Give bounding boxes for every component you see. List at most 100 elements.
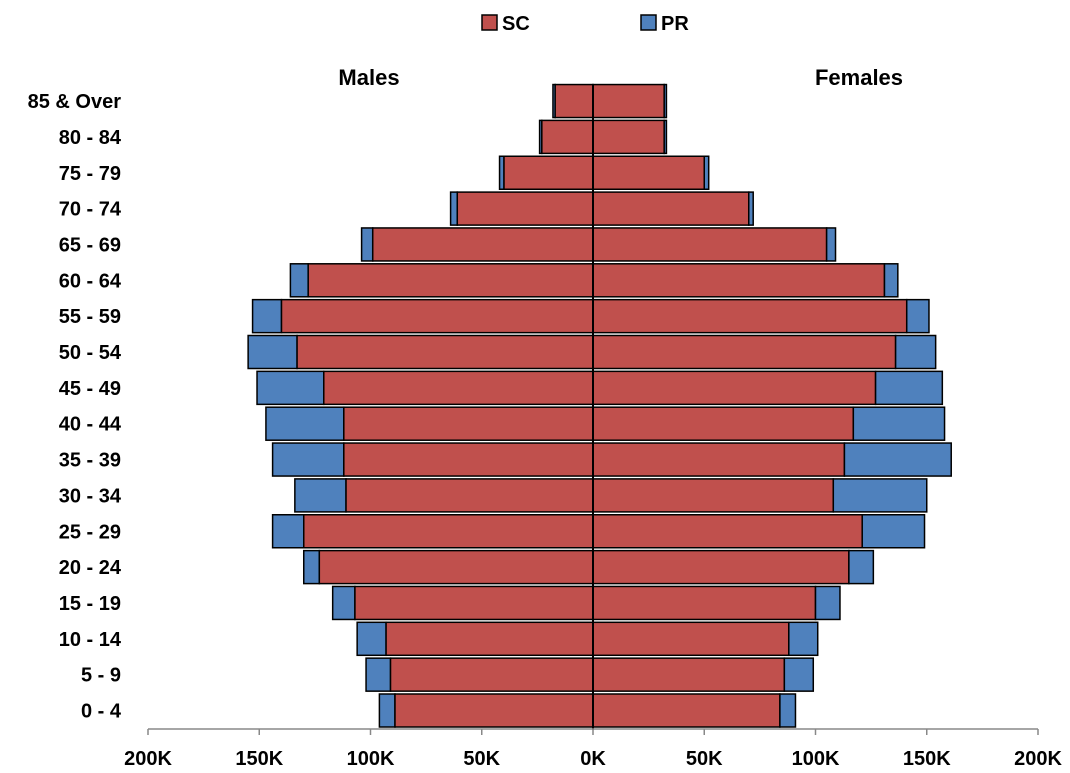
bar-females-sc-9	[592, 370, 877, 406]
legend-label-sc: SC	[502, 13, 530, 35]
bar-females-pr-4	[848, 549, 875, 585]
bar-males-pr-8	[265, 406, 345, 441]
bar-females-sc-12	[592, 263, 886, 298]
age-group-label: 25 - 29	[59, 521, 121, 543]
bar-females-sc-11	[592, 298, 908, 334]
bar-females-pr-7	[843, 442, 952, 477]
x-tick-label: 0K	[580, 748, 606, 770]
x-tick-label: 150K	[235, 748, 283, 770]
bar-males-pr-13	[360, 227, 374, 262]
bar-males-sc-9	[323, 370, 594, 406]
bar-males-pr-10	[247, 334, 298, 370]
bar-females-sc-7	[592, 442, 846, 477]
bar-females-pr-15	[703, 155, 710, 190]
bar-males-sc-16	[541, 119, 594, 155]
age-group-label: 75 - 79	[59, 163, 121, 185]
x-tick-label: 100K	[792, 748, 840, 770]
bar-females-sc-4	[592, 549, 850, 585]
bar-males-sc-1	[389, 657, 594, 692]
bar-males-sc-12	[307, 263, 594, 298]
bar-females-pr-16	[663, 119, 668, 155]
age-group-label: 65 - 69	[59, 234, 121, 256]
bar-females-sc-13	[592, 227, 828, 262]
age-group-label: 60 - 64	[59, 270, 122, 292]
bars-group	[247, 83, 952, 730]
age-group-label: 85 & Over	[28, 91, 122, 113]
bar-males-pr-7	[271, 442, 345, 477]
bar-males-pr-14	[449, 191, 459, 226]
age-group-label: 55 - 59	[59, 306, 121, 328]
bar-males-pr-9	[256, 370, 325, 406]
bar-females-pr-8	[852, 406, 946, 441]
bar-females-pr-0	[779, 693, 797, 728]
bar-males-pr-2	[356, 621, 387, 657]
bar-males-sc-8	[343, 406, 594, 441]
legend-label-pr: PR	[661, 13, 689, 35]
x-tick-label: 100K	[347, 748, 395, 770]
age-group-label: 70 - 74	[59, 199, 122, 221]
age-group-label: 5 - 9	[81, 665, 121, 687]
x-axis: 200K 150K 100K 50K 0K 50K 100K 150K 200K	[124, 728, 1062, 770]
bar-males-sc-7	[343, 442, 594, 477]
age-group-label: 0 - 4	[81, 701, 122, 723]
x-tick-label: 150K	[903, 748, 951, 770]
bar-females-pr-9	[874, 370, 944, 406]
x-tick-label: 200K	[1014, 748, 1062, 770]
females-label: Females	[815, 65, 903, 90]
age-group-label: 20 - 24	[59, 557, 122, 579]
age-group-label: 30 - 34	[59, 485, 122, 507]
bar-males-pr-4	[303, 549, 321, 585]
bar-males-sc-0	[394, 693, 594, 728]
bar-males-pr-5	[271, 514, 305, 549]
age-group-label: 50 - 54	[59, 342, 122, 364]
bar-males-sc-2	[385, 621, 594, 657]
bar-males-sc-10	[296, 334, 594, 370]
bar-males-sc-14	[456, 191, 594, 226]
bar-males-sc-4	[318, 549, 594, 585]
bar-females-sc-8	[592, 406, 855, 441]
x-tick-label: 50K	[463, 748, 500, 770]
legend-swatch-pr	[640, 14, 657, 31]
age-group-label: 45 - 49	[59, 378, 121, 400]
bar-females-sc-0	[592, 693, 781, 728]
bar-females-pr-5	[861, 514, 926, 549]
bar-females-pr-1	[783, 657, 815, 692]
bar-females-sc-6	[592, 478, 835, 513]
bar-males-pr-0	[378, 693, 396, 728]
legend: SC PR	[481, 13, 689, 35]
bar-females-pr-14	[748, 191, 754, 226]
age-group-labels: 0 - 4 5 - 9 10 - 14 15 - 19 20 - 24 25 - 29 30…	[28, 91, 122, 722]
bar-males-sc-3	[354, 585, 594, 621]
bar-males-sc-6	[345, 478, 594, 513]
bar-females-pr-3	[814, 585, 841, 621]
males-label: Males	[338, 65, 399, 90]
x-tick-label: 50K	[686, 748, 723, 770]
bar-males-pr-11	[251, 298, 283, 334]
bar-females-pr-11	[905, 298, 930, 334]
legend-swatch-sc	[481, 14, 498, 31]
bar-females-pr-2	[788, 621, 819, 657]
bar-males-sc-5	[303, 514, 594, 549]
x-tick-label: 200K	[124, 748, 172, 770]
age-group-label: 40 - 44	[59, 414, 122, 436]
bar-females-pr-17	[663, 83, 668, 119]
bar-males-sc-17	[554, 83, 594, 119]
bar-females-pr-13	[825, 227, 837, 262]
bar-females-sc-2	[592, 621, 790, 657]
bar-males-pr-1	[365, 657, 392, 692]
bar-females-sc-17	[592, 83, 665, 119]
bar-females-pr-6	[832, 478, 928, 513]
bar-females-sc-1	[592, 657, 786, 692]
age-group-label: 80 - 84	[59, 127, 122, 149]
bar-males-pr-6	[294, 478, 347, 513]
age-group-label: 35 - 39	[59, 450, 121, 472]
bar-females-sc-3	[592, 585, 817, 621]
bar-females-pr-10	[894, 334, 937, 370]
bar-males-pr-12	[289, 263, 309, 298]
bar-females-sc-5	[592, 514, 863, 549]
age-group-label: 10 - 14	[59, 629, 122, 651]
bar-females-sc-14	[592, 191, 750, 226]
bar-males-pr-3	[331, 585, 356, 621]
bar-females-sc-10	[592, 334, 897, 370]
